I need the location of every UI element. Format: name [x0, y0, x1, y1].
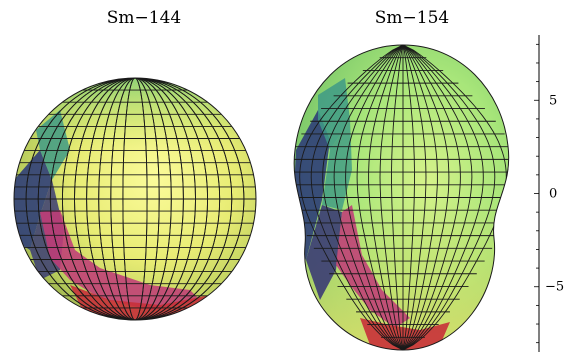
tick-label: 0 — [549, 187, 557, 202]
vertical-axis: 5 0 −5 — [534, 35, 564, 352]
sm-144-mesh — [14, 78, 256, 320]
tick-label: −5 — [545, 280, 564, 295]
sm-154-mesh — [294, 45, 509, 350]
tick-label: 5 — [549, 93, 557, 108]
title-sm-144: Sm−144 — [106, 8, 182, 28]
sm-144-sphere — [13, 77, 257, 321]
sm-154-deformed — [293, 44, 510, 351]
title-sm-154: Sm−154 — [374, 8, 450, 28]
